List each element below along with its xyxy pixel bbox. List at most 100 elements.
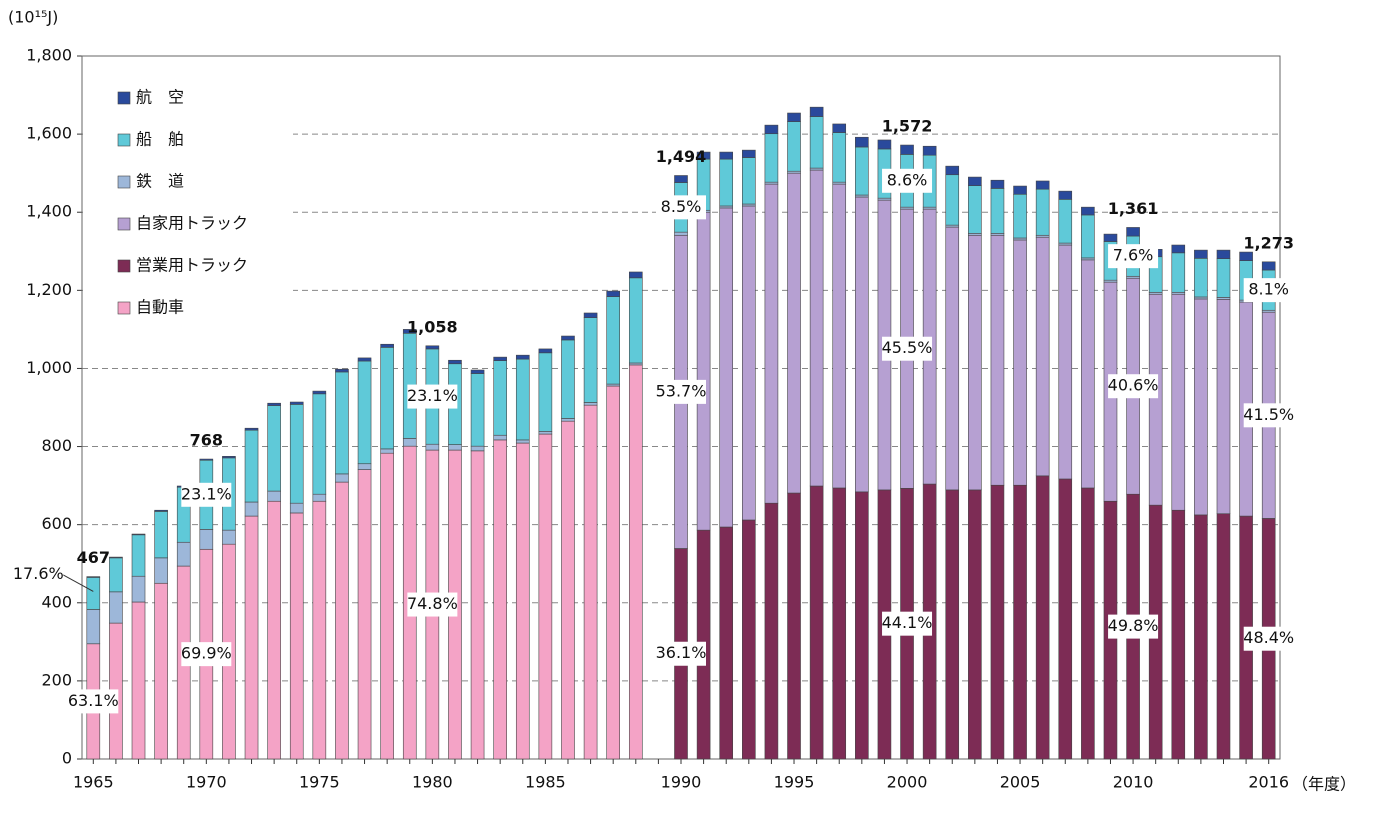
bar-segment [335,368,349,373]
bar-segment [877,139,892,150]
bar-segment [267,402,281,406]
bar-segment [968,185,982,234]
bar-segment [1081,259,1095,489]
bar-segment [199,458,214,461]
bar-segment [448,444,462,451]
bar-segment [855,146,869,196]
bar-segment [312,493,327,502]
bar-segment [1035,475,1050,760]
bar-segment [289,512,304,760]
x-tick-label: 1990 [661,773,702,792]
label-box [656,195,706,220]
total-label: 1,494 [656,147,707,166]
legend-swatch [117,133,131,147]
bar-segment [131,533,146,536]
bar-segment [470,445,485,452]
bar-segment [267,405,281,492]
value-label: 17.6% [13,564,64,583]
bar-segment [1058,244,1073,480]
y-tick-label: 1,800 [26,46,72,65]
y-tick-label: 0 [62,749,72,768]
bar-segment [199,529,214,550]
x-tick-label: 1970 [186,773,227,792]
bar-segment [1035,180,1050,190]
bar-segment [742,519,756,760]
total-label: 768 [190,431,223,450]
bar-segment [335,481,349,760]
bar-segment [515,358,530,441]
bar-segment [809,485,824,760]
bar-segment [515,442,530,760]
value-label: 40.6% [1108,376,1159,395]
legend-swatch [117,301,131,315]
bar-segment [538,431,553,435]
bar-segment [764,502,779,760]
bar-segment [289,502,304,514]
x-tick-label: 2005 [1000,773,1041,792]
bar-segment [1194,258,1208,298]
label-box [1243,278,1294,303]
bar-segment [900,144,914,155]
bar-segment [583,402,598,406]
value-label: 8.5% [661,197,702,216]
bar-segment [335,371,349,475]
legend-swatch [117,217,131,231]
bar-segment [1058,199,1073,244]
x-tick-label: 1985 [525,773,566,792]
bar-segment [990,484,1005,760]
x-tick-label: 1965 [73,773,114,792]
bar-segment [1194,298,1208,516]
bar-segment [109,556,123,559]
bar-segment [990,179,1005,189]
bar-segment [289,401,304,405]
label-box [68,689,119,714]
bar-segment [1081,214,1095,259]
y-tick-label: 600 [41,514,72,533]
bar-segment [719,158,734,207]
bar-segment [1171,293,1186,511]
total-label: 1,058 [407,317,458,336]
bar-segment [674,231,688,236]
label-box [1108,374,1159,399]
bar-segment [696,151,711,160]
legend-label: 自家用トラック [136,214,248,233]
bar-segment [493,434,507,441]
y-tick-label: 1,200 [26,280,72,299]
bar-segment [968,489,982,760]
x-tick-label: 2016 [1248,773,1289,792]
bar-segment [109,591,123,624]
bar-segment [154,509,168,512]
bar-segment [538,433,553,760]
bar-segment [696,211,711,531]
bar-segment [787,492,801,760]
y-tick-label: 400 [41,592,72,611]
label-box [882,336,933,361]
bar-segment [470,369,485,374]
bar-segment [267,500,281,760]
bar-segment [1194,514,1208,760]
bar-segment [131,575,146,603]
bar-segment [945,489,960,760]
x-tick-label: 2000 [887,773,928,792]
bar-segment [628,277,643,364]
bar-segment [832,183,847,489]
bar-segment [86,576,101,578]
bar-segment [606,385,620,760]
y-unit: (10¹⁵J) [8,8,58,27]
bar-segment [1216,299,1231,515]
bar-segment [787,112,801,122]
bar-segment [1013,484,1027,760]
bar-segment [809,169,824,487]
bar-segment [357,357,372,362]
label-box [656,641,706,666]
bar-segment [719,207,734,528]
bar-segment [402,438,417,447]
bar-segment [470,450,485,760]
value-label: 7.6% [1113,246,1154,265]
label-box [882,611,933,636]
value-label: 8.1% [1248,280,1289,299]
bar-segment [109,557,123,593]
bar-segment [1171,509,1186,760]
bar-segment [561,335,575,341]
